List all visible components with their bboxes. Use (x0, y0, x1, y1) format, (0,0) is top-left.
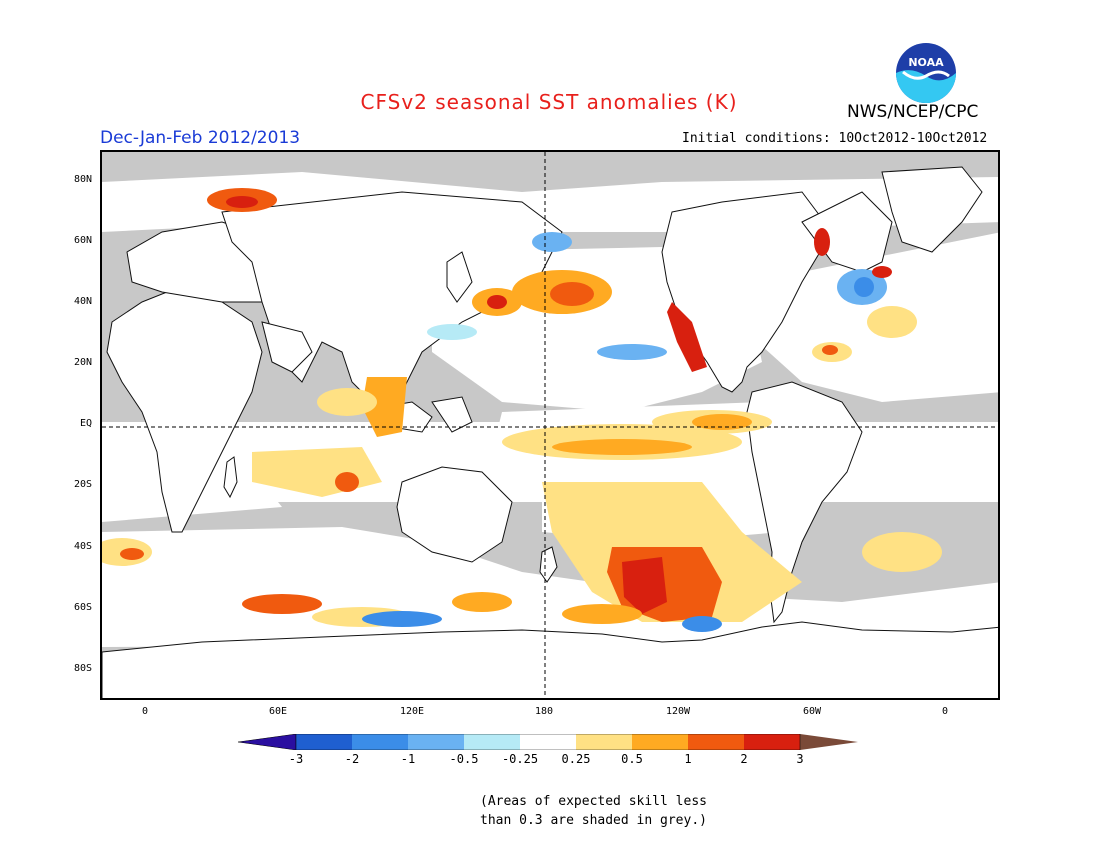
colorbar-label: 2 (740, 752, 748, 766)
lat-label: EQ (79, 418, 92, 429)
colorbar-label: 0.5 (621, 752, 643, 766)
colorbar (238, 734, 858, 750)
lat-label: 20S (73, 479, 92, 490)
lat-label: 20N (73, 357, 92, 368)
colorbar-label: 1 (684, 752, 692, 766)
map-canvas (102, 152, 998, 698)
lon-label: 60W (802, 706, 822, 717)
lat-label: 40N (73, 296, 92, 307)
logo-text: NOAA (908, 56, 944, 69)
lon-label: 60E (268, 706, 288, 717)
land-areas (102, 166, 998, 698)
colorbar-label: -3 (288, 752, 304, 766)
lat-label: 80N (73, 174, 92, 185)
colorbar-label: 0.25 (561, 752, 591, 766)
colorbar-label: -0.5 (449, 752, 479, 766)
lon-label: 0 (141, 706, 149, 717)
lat-label: 60S (73, 602, 92, 613)
lon-label: 180 (534, 706, 554, 717)
sst-anomaly-map (100, 150, 1000, 700)
skill-note-line: than 0.3 are shaded in grey.) (480, 813, 707, 828)
lon-label: 120W (665, 706, 691, 717)
lon-label: 120E (399, 706, 425, 717)
lat-label: 60N (73, 235, 92, 246)
lon-label: 0 (941, 706, 949, 717)
colorbar-label: 3 (796, 752, 804, 766)
lat-label: 80S (73, 663, 92, 674)
colorbar-label: -0.25 (501, 752, 539, 766)
skill-note-line: (Areas of expected skill less (480, 794, 707, 809)
map-title: CFSv2 seasonal SST anomalies (K) (360, 90, 738, 114)
skill-note: (Areas of expected skill less than 0.3 a… (480, 792, 707, 830)
colorbar-label: -1 (400, 752, 416, 766)
lat-label: 40S (73, 541, 92, 552)
noaa-logo-icon: NOAA (896, 43, 956, 103)
org-label: NWS/NCEP/CPC (847, 102, 979, 122)
sst-anomaly-patches (102, 188, 942, 632)
initial-conditions-label: Initial conditions: 10Oct2012-10Oct2012 (682, 131, 988, 146)
season-label: Dec-Jan-Feb 2012/2013 (100, 128, 301, 148)
colorbar-label: -2 (344, 752, 360, 766)
